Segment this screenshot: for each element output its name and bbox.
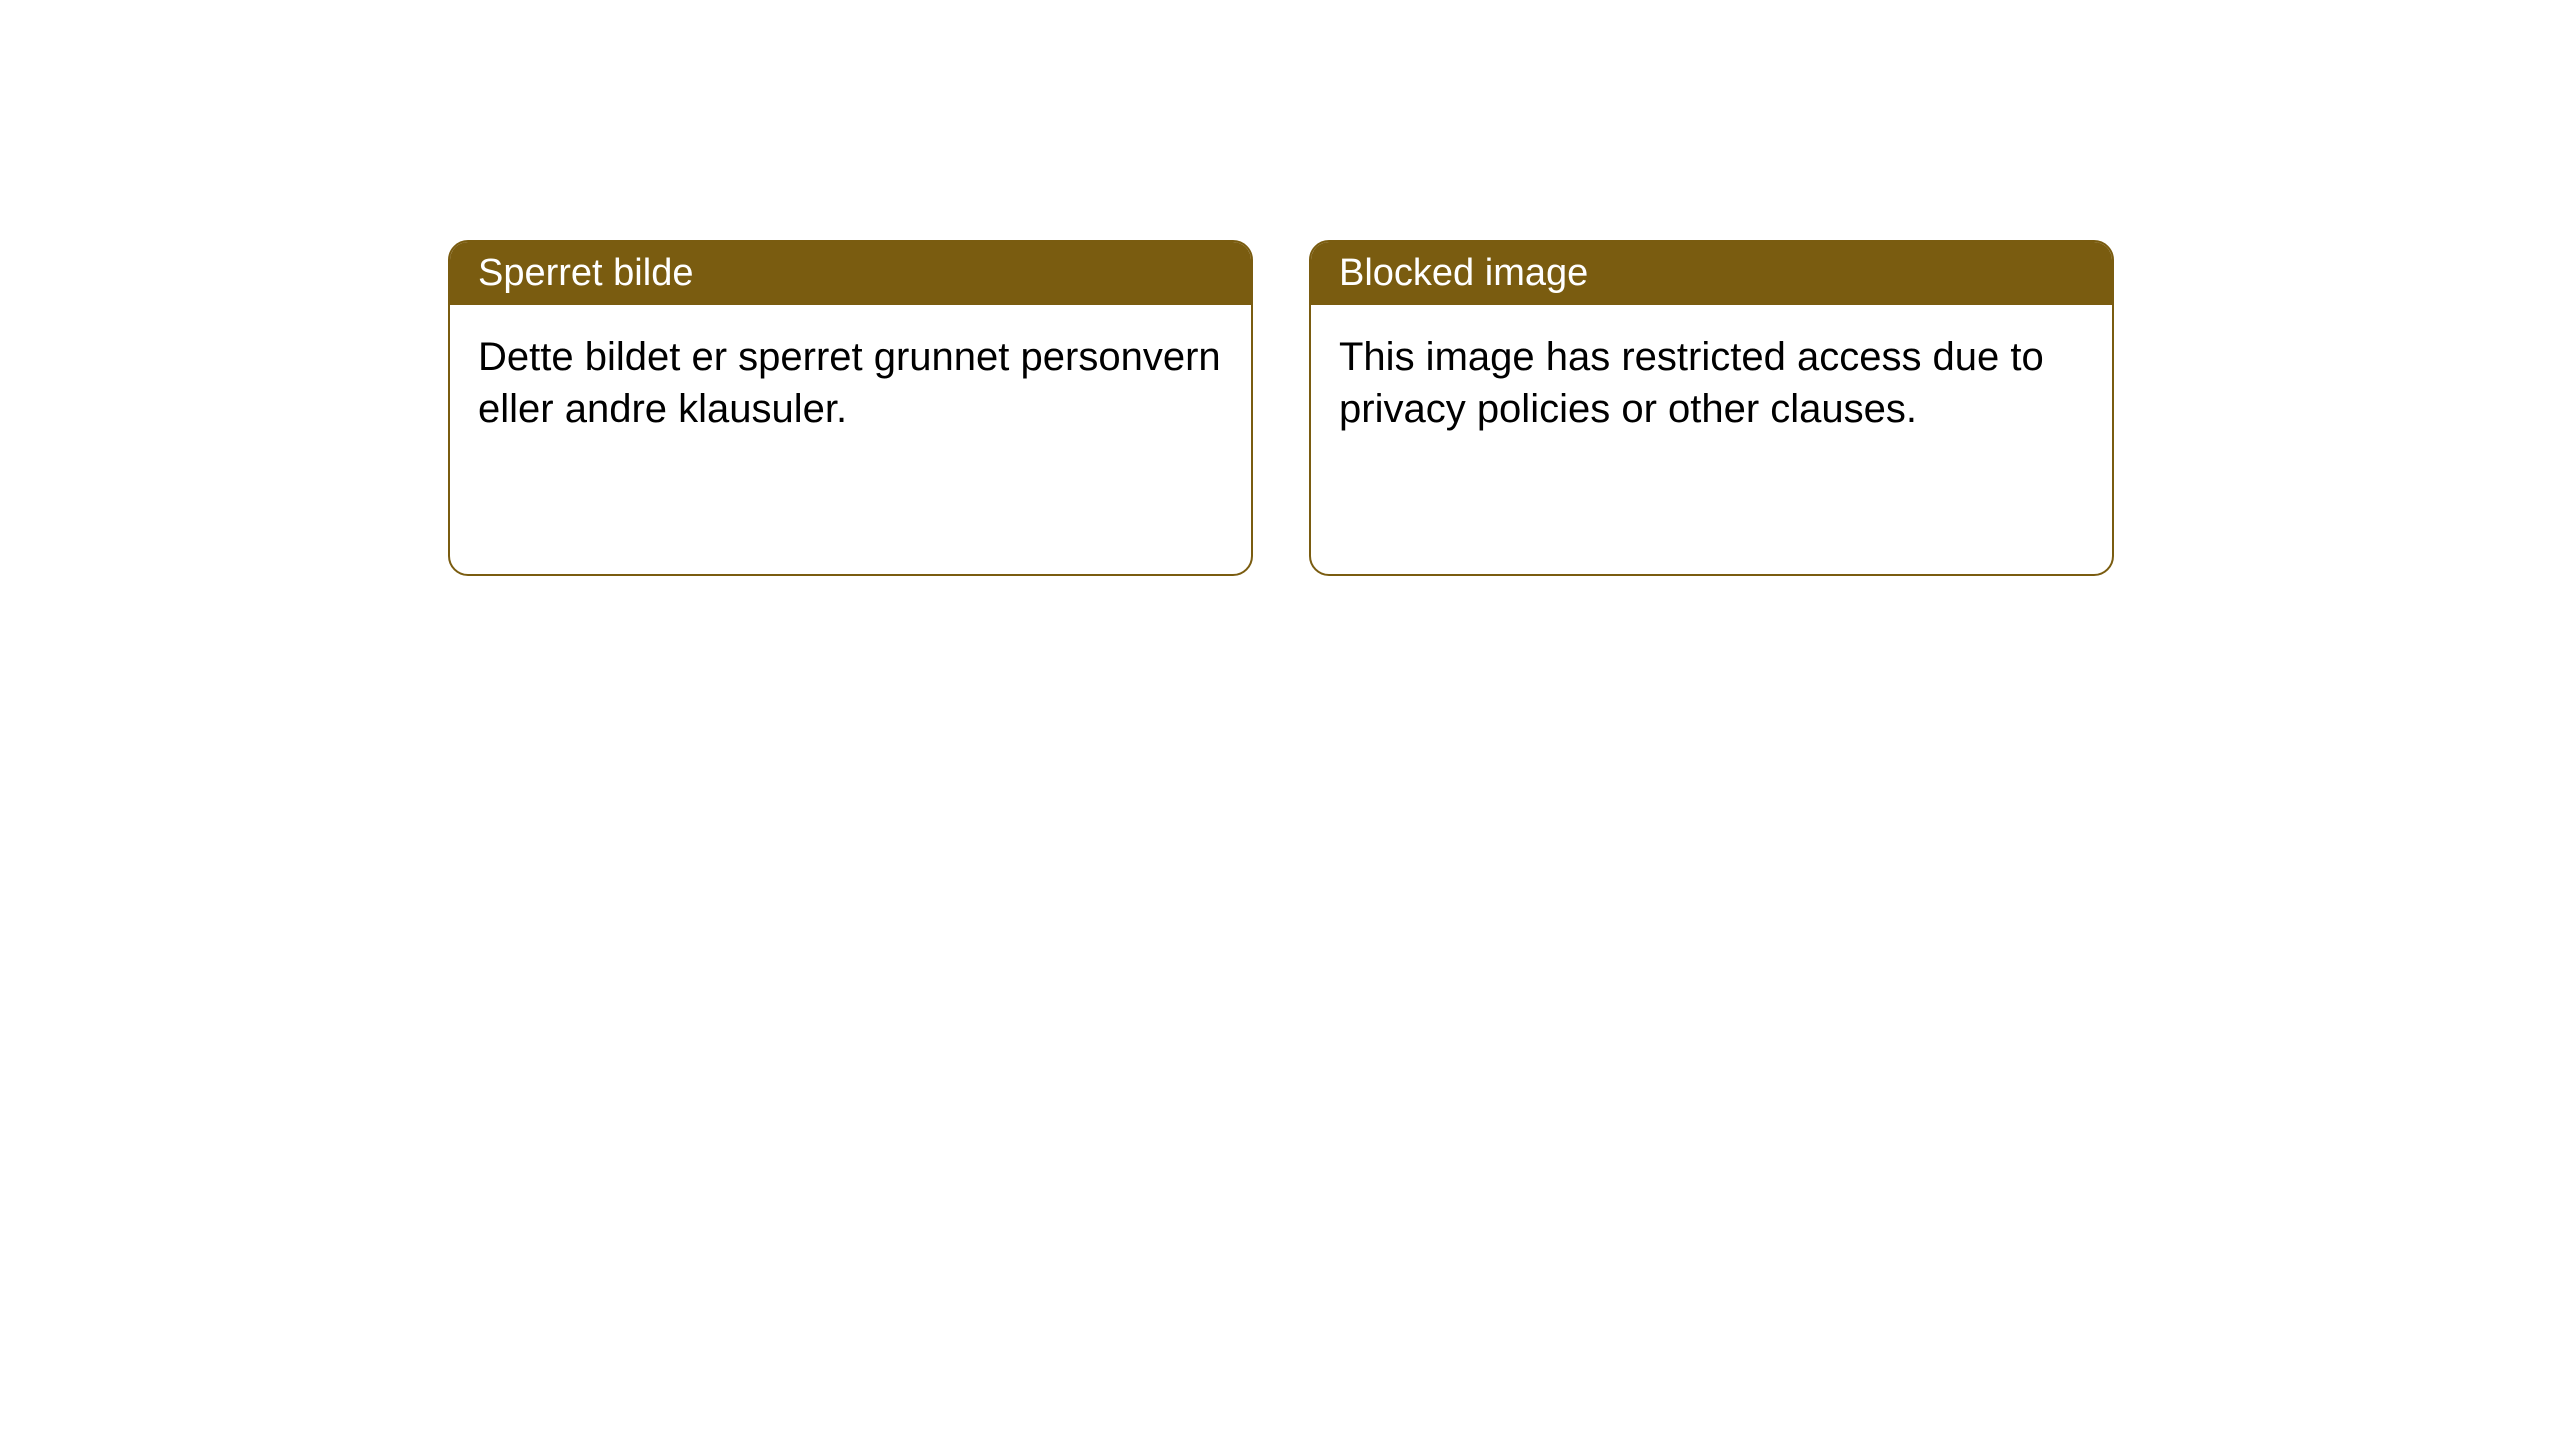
card-body: Dette bildet er sperret grunnet personve… <box>450 305 1251 461</box>
card-header: Blocked image <box>1311 242 2112 305</box>
notice-cards-container: Sperret bilde Dette bildet er sperret gr… <box>448 240 2114 576</box>
card-body: This image has restricted access due to … <box>1311 305 2112 461</box>
card-header: Sperret bilde <box>450 242 1251 305</box>
notice-card-norwegian: Sperret bilde Dette bildet er sperret gr… <box>448 240 1253 576</box>
notice-card-english: Blocked image This image has restricted … <box>1309 240 2114 576</box>
